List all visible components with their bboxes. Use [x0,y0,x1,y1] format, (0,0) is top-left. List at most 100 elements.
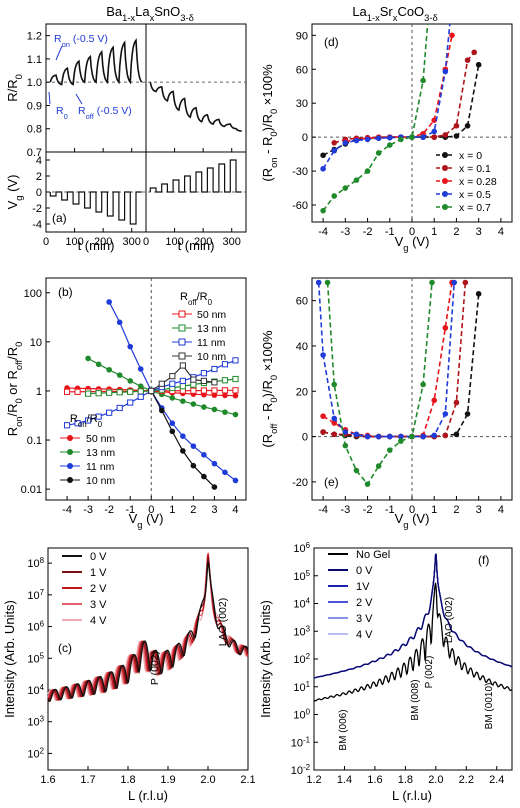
panel-e-x-xtick-label: -1 [385,504,395,516]
panel-a-x0-xtick-label: 0 [43,236,49,248]
panel-d-point [375,135,382,142]
panel-c-ylabel: Intensity (Arb. Units) [2,600,17,718]
panel-a-arrow-ron [55,45,63,61]
panel-d-series-line [345,35,453,143]
panel-d-y-ytick-label: 30 [296,98,308,110]
panel-f-y-ytick-label: 106 [293,541,310,556]
panel-c-annot-lao002: LAO (002) [217,598,229,646]
panel-e-x-xtick-label: 0 [409,504,415,516]
panel-b-x-xtick-label: -3 [83,504,93,516]
panel-c-annot-p002: P (002) [149,651,161,685]
panel-f-label: (f) [478,553,489,567]
panel-b-point [158,380,165,387]
panel-a-xlabel-right: t (min) [178,238,215,253]
panel-c-legend-label: 1 V [90,567,107,579]
panel-e-x-xtick-label: -4 [318,504,328,516]
panel-e-y-ytick-label: 60 [296,296,308,308]
panel-d-point [386,142,393,148]
panel-b-point [63,388,71,395]
panel-f-legend-label: 2 V [356,597,373,609]
panel-b-point [137,366,144,372]
panel-a-annot-r0: R0 [56,105,68,121]
panel-d-point [431,128,438,135]
panel-e-point [364,481,371,487]
panel-b-point [211,365,218,373]
panel-b-y-ytick-label: 0.01 [21,484,42,496]
panel-f-series-line [313,553,513,679]
panel-b-point [169,420,176,427]
panel-a-y-ytick-label: 0.7 [27,147,42,159]
panel-b-y-ytick-label: 100 [24,288,42,300]
panel-d-series-line [333,51,475,144]
panel-c-y-ytick-label: 105 [27,651,44,666]
panel-b-point [85,355,91,362]
panel-b-label: (b) [58,285,73,299]
panel-c-x-xtick-label: 1.7 [80,774,95,786]
panel-b-legend-on-marker [67,463,73,469]
panel-d-point [431,117,438,123]
title-left-text: Ba1-xLaxSnO3-δ [106,4,194,23]
panel-e-point [386,447,393,453]
panel-e-y-ytick-label: 40 [296,341,308,353]
panel-b-point [116,372,123,378]
panel-b-frame [45,277,247,501]
panel-a-ylabel-bottom: Vg (V) [5,175,24,210]
panel-d-x-xtick-label: 2 [453,226,459,238]
panel-d-point [409,134,415,140]
panel-b: -4 -3 -2 -1 0 1 2 3 4 0.01 0.1 1 10 100 Roff/R0 50 nm 13… [5,277,247,530]
panel-f-y-ytick-label: 102 [293,652,310,667]
panel-e-point [320,352,326,358]
panel-a-y-ytick-label: 1.1 [27,54,42,66]
panel-b-point [180,433,186,439]
panel-c-legend-label: 0 V [90,551,107,563]
panel-a-yb-ytick-label: -2 [32,203,42,215]
panel-a-annot-roff: Roff (-0.5 V) [78,105,132,121]
panel-c-label: (c) [58,641,72,655]
panel-f-series-line [313,582,513,702]
panel-b-x-xtick-label: -4 [62,504,72,516]
panel-a: 0 100 200 300 0 100 200 3000.70.80.91.01.11.2-4… [5,23,247,253]
panel-f-x-xtick-label: 2.2 [459,774,474,786]
panel-d-y-ytick-label: 60 [296,64,308,76]
panel-c-x-xtick-label: 2.0 [200,774,215,786]
panel-a-x1-xtick-label: 0 [143,236,149,248]
panel-d-point [320,152,326,159]
panel-f-y-ytick-label: 104 [293,596,310,611]
panel-d-x-xtick-label: -1 [385,226,395,238]
panel-b-point [201,404,207,410]
panel-a-annot-ron: Ron (-0.5 V) [54,33,108,49]
panel-b-xlabel: Vg (V) [129,511,164,530]
panel-f-x-xtick-label: 2.0 [428,774,443,786]
panel-a-y-ytick-label: 1.0 [27,77,42,89]
panel-e-point [375,433,382,440]
panel-f-y-ytick-label: 103 [293,624,310,639]
panel-e-point [442,411,449,417]
panel-a-x1-xtick-label: 200 [194,236,212,248]
panel-d-y-ytick-label: -60 [292,200,308,212]
panel-d-y-ytick-label: -30 [292,166,308,178]
panel-b-x-xtick-label: 3 [211,504,217,516]
panel-a-vg-trace-left [49,191,142,225]
panel-e-point [442,325,449,331]
panel-b-ylabel: Ron/R0 or Roff/R0 [5,342,24,437]
panel-b-point [106,299,112,305]
panel-d-point [464,123,471,129]
panel-a-ylabel-top: R/R0 [5,74,24,102]
panel-a-x1-xtick-label: 300 [223,236,241,248]
panel-b-legend-on-marker [67,449,73,455]
panel-d-point [431,134,438,140]
panel-b-point [63,422,71,429]
panel-a-r-trace-right [149,82,242,132]
panel-b-point [232,411,239,418]
panel-b-point [200,387,207,394]
panel-a-y-ytick-label: 0.8 [27,124,42,136]
panel-d-point [398,136,404,143]
panel-d-point [353,177,360,183]
panel-e-point [331,431,338,438]
panel-b-point [106,389,113,396]
panel-b-x-xtick-label: 0 [148,504,154,516]
panel-d-point [364,168,371,174]
panel-d-point [453,123,460,129]
